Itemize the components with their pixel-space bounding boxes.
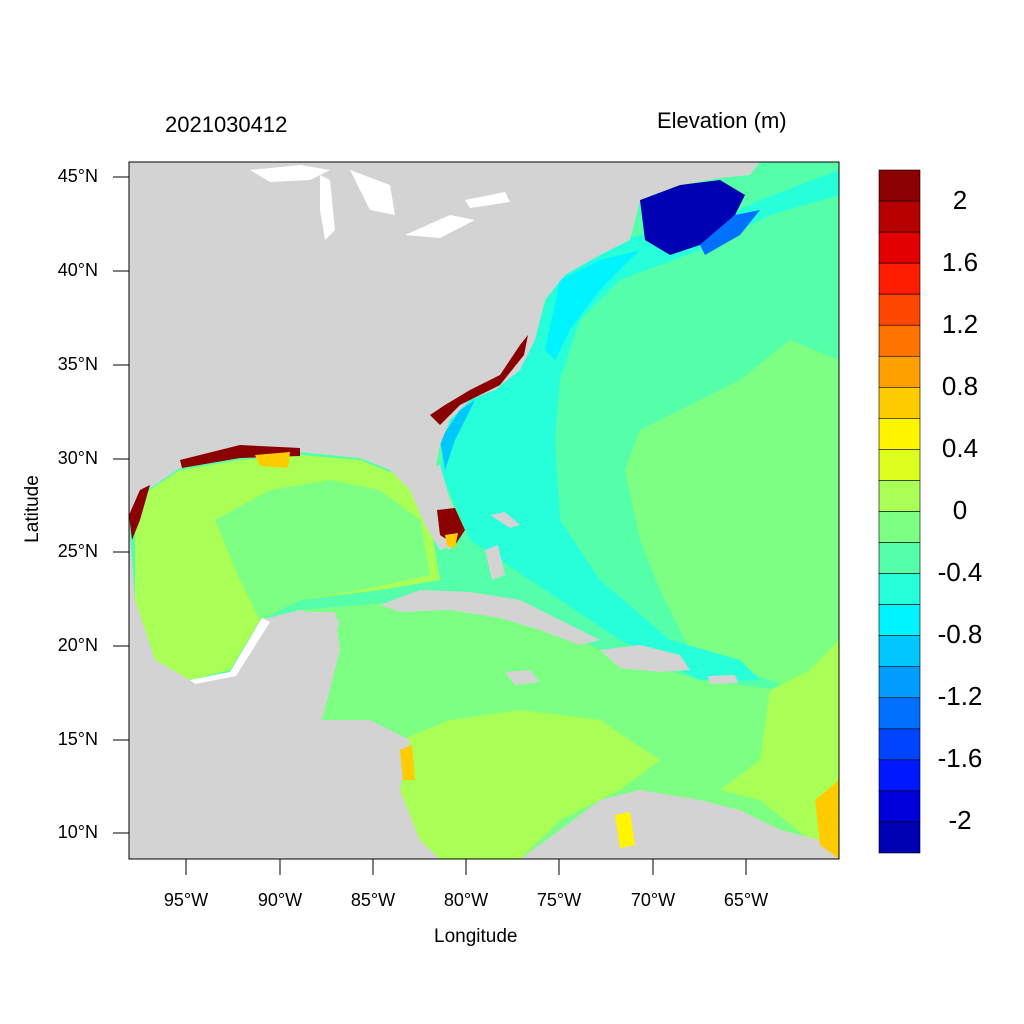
hispaniola-land	[600, 645, 690, 672]
lake-huron	[350, 170, 395, 215]
colorbar-label: 0	[952, 495, 968, 525]
x-axis-label: Longitude	[434, 926, 518, 947]
colorbar-title: Elevation (m)	[657, 108, 787, 133]
colorbar-label: -1.6	[937, 743, 983, 773]
caribbean-positive-zone	[395, 710, 660, 859]
lon-tick-label: 75°W	[536, 890, 582, 910]
lat-tick-label: 10°N	[57, 822, 98, 842]
lat-tick-label: 40°N	[57, 260, 98, 280]
florida-tip-high	[445, 533, 458, 548]
lat-tick-label: 15°N	[57, 729, 98, 749]
lat-tick-label: 20°N	[57, 635, 98, 655]
mexico-land	[129, 520, 440, 859]
coastal-low-water	[545, 250, 640, 360]
puerto-rico-land	[708, 675, 738, 684]
colorbar-swatch	[878, 759, 921, 792]
colorbar-swatch	[878, 355, 921, 388]
lake-michigan	[320, 175, 335, 240]
colorbar-swatch	[878, 480, 921, 512]
colorbar-swatch	[878, 511, 921, 543]
lon-tick-label: 65°W	[723, 890, 769, 910]
colorbar-label: 0.4	[941, 433, 979, 463]
lat-tick-label: 45°N	[57, 166, 98, 186]
colorbar-label: -0.8	[937, 619, 983, 649]
gulf-of-maine-low	[640, 180, 745, 255]
plot-frame	[128, 161, 840, 860]
lon-tick-label: 85°W	[350, 890, 396, 910]
louisiana-marsh-high	[255, 452, 290, 468]
colorbar-label: 1.6	[941, 247, 979, 277]
lon-tick-label: 95°W	[163, 890, 209, 910]
north-america-land	[129, 162, 760, 550]
gulf-central-zone	[215, 480, 430, 620]
texas-coast-high	[129, 485, 150, 540]
lon-tick-label: 80°W	[443, 890, 489, 910]
south-florida-surge	[437, 508, 465, 545]
lat-tick-marks	[113, 176, 129, 834]
colorbar-swatch	[878, 790, 921, 823]
venezuela-lake-high	[615, 812, 635, 848]
colorbar-label: 1.2	[941, 309, 979, 339]
colorbar-swatch	[878, 542, 921, 574]
colorbar-swatch	[878, 604, 921, 636]
colorbar-swatch	[878, 262, 921, 295]
lesser-antilles-high	[815, 780, 839, 859]
lon-tick-label: 70°W	[630, 890, 676, 910]
colorbar-swatch	[878, 449, 921, 481]
lon-tick-marks	[185, 859, 747, 875]
map-timestamp: 2021030412	[165, 112, 288, 137]
east-caribbean-positive-zone	[720, 640, 839, 859]
colorbar-label: 2	[952, 185, 968, 215]
colorbar-swatch	[878, 169, 921, 202]
colorbar	[878, 169, 921, 854]
lake-ontario	[465, 192, 510, 208]
lake-erie	[405, 215, 475, 238]
colorbar-swatch	[878, 293, 921, 326]
carolina-coast-water	[440, 400, 475, 470]
colorbar-swatch	[878, 666, 921, 699]
colorbar-swatch	[878, 387, 921, 419]
colorbar-swatch	[878, 324, 921, 357]
colorbar-swatch	[878, 231, 921, 264]
colorbar-label: -2	[948, 805, 972, 835]
cuba-land	[380, 590, 600, 645]
colorbar-swatch	[878, 821, 921, 854]
lake-superior	[250, 165, 330, 182]
colorbar-swatch	[878, 697, 921, 730]
andros-land	[485, 545, 505, 580]
yucatan-land	[265, 612, 340, 720]
mexico-coast-strip	[190, 618, 270, 684]
colorbar-swatch	[878, 573, 921, 605]
colorbar-swatch	[878, 635, 921, 668]
nicaragua-coast-high	[400, 745, 415, 780]
colorbar-label: -0.4	[937, 557, 983, 587]
jamaica-land	[505, 670, 540, 685]
colorbar-swatch	[878, 728, 921, 761]
lat-tick-label: 25°N	[57, 541, 98, 561]
colorbar-label: -1.2	[937, 681, 983, 711]
carolina-coast-high	[430, 335, 528, 425]
colorbar-swatch	[878, 200, 921, 233]
louisiana-coast-high	[180, 445, 300, 468]
shelf-water	[440, 170, 839, 680]
atlantic-zero-zone	[625, 340, 839, 690]
gulf-of-maine-edge	[700, 210, 760, 255]
lat-tick-label: 35°N	[57, 354, 98, 374]
lat-tick-label: 30°N	[57, 448, 98, 468]
colorbar-swatch	[878, 418, 921, 450]
lon-tick-label: 90°W	[257, 890, 303, 910]
colorbar-label: 0.8	[941, 371, 979, 401]
south-america-land	[520, 790, 839, 859]
grand-bahama-land	[490, 512, 520, 528]
